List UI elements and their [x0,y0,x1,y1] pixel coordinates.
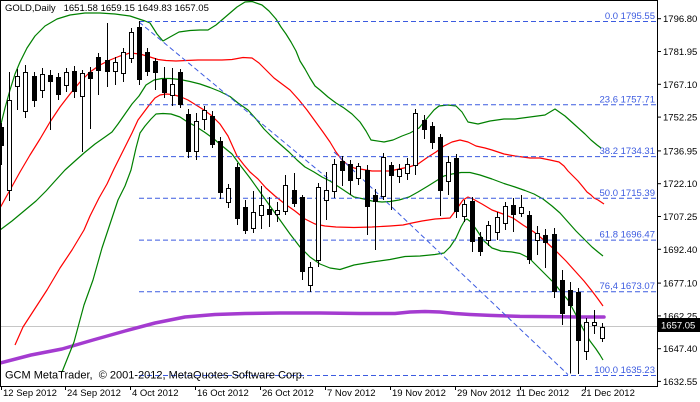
svg-text:GCM MetaTrader, © 2001-2012,: GCM MetaTrader, © 2001-2012, MetaQuotes … [5,370,305,382]
svg-text:1662.25: 1662.25 [663,311,697,322]
svg-text:16 Oct 2012: 16 Oct 2012 [197,388,249,399]
svg-text:1722.10: 1722.10 [663,179,697,190]
svg-text:50.0 1715.39: 50.0 1715.39 [600,188,655,199]
svg-text:0.0 1795.55: 0.0 1795.55 [605,11,655,22]
svg-text:100.0 1635.23: 100.0 1635.23 [594,365,655,376]
svg-text:19 Nov 2012: 19 Nov 2012 [392,388,446,399]
svg-text:29 Nov 2012: 29 Nov 2012 [457,388,511,399]
svg-text:24 Sep 2012: 24 Sep 2012 [67,388,121,399]
svg-text:1657.05: 1657.05 [661,321,695,332]
svg-text:GOLD,Daily 1651.58 1659.15 1: GOLD,Daily 1651.58 1659.15 1649.83 1657.… [5,3,209,14]
svg-text:1796.80: 1796.80 [663,14,697,25]
svg-text:61.8 1696.47: 61.8 1696.47 [600,230,655,241]
svg-text:1752.25: 1752.25 [663,113,697,124]
svg-text:1767.10: 1767.10 [663,80,697,91]
svg-text:11 Dec 2012: 11 Dec 2012 [516,388,569,399]
svg-text:7 Nov 2012: 7 Nov 2012 [327,388,376,399]
svg-text:1707.25: 1707.25 [663,212,697,223]
svg-text:4 Oct 2012: 4 Oct 2012 [132,388,178,399]
svg-text:38.2 1734.31: 38.2 1734.31 [600,146,655,157]
svg-text:12 Sep 2012: 12 Sep 2012 [3,388,57,399]
svg-text:1781.95: 1781.95 [663,47,697,58]
svg-text:1677.10: 1677.10 [663,279,697,290]
svg-text:76,4 1673.07: 76,4 1673.07 [600,281,655,292]
svg-text:1632.55: 1632.55 [663,377,697,388]
svg-text:1692.40: 1692.40 [663,245,697,256]
svg-text:21 Dec 2012: 21 Dec 2012 [581,388,635,399]
svg-text:26 Oct 2012: 26 Oct 2012 [262,388,314,399]
svg-text:23.6 1757.71: 23.6 1757.71 [600,94,655,105]
svg-text:1647.40: 1647.40 [663,344,697,355]
svg-text:1736.95: 1736.95 [663,146,697,157]
